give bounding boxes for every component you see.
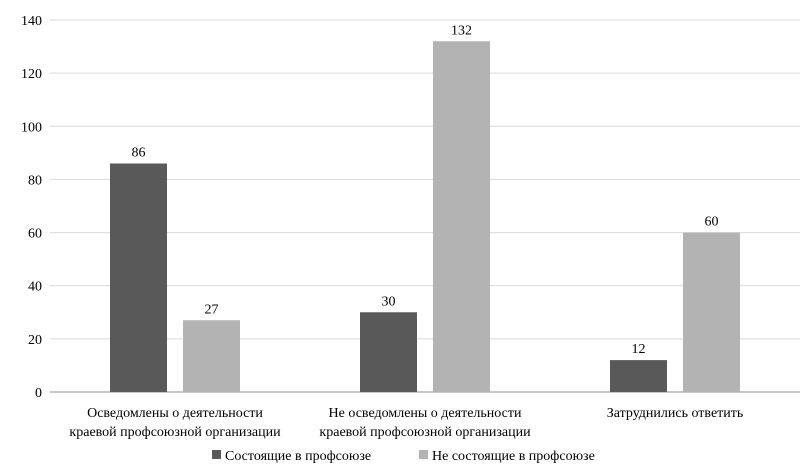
- x-axis: Осведомлены о деятельности краевой профсо…: [69, 406, 743, 440]
- y-tick-label: 120: [21, 67, 42, 82]
- data-label: 60: [705, 215, 719, 230]
- bar: [183, 320, 240, 392]
- data-label: 86: [132, 145, 146, 160]
- x-category-label: краевой профсоюзной организации: [69, 425, 281, 440]
- data-label: 132: [451, 23, 472, 38]
- y-tick-label: 20: [28, 333, 42, 348]
- gridlines: [50, 19, 800, 393]
- legend-label: Не состоящие в профсоюзе: [432, 449, 595, 464]
- y-tick-label: 100: [21, 120, 42, 135]
- bar: [683, 232, 740, 392]
- data-labels: 86 27 30 132 12 60: [132, 23, 719, 357]
- legend-swatch: [419, 450, 428, 459]
- x-category-label: Не осведомлены о деятельности: [329, 406, 522, 421]
- legend-swatch: [212, 450, 221, 459]
- y-tick-label: 140: [21, 14, 42, 29]
- data-label: 27: [205, 302, 219, 317]
- y-tick-label: 0: [35, 386, 42, 401]
- bar: [610, 360, 667, 392]
- x-category-label: краевой профсоюзной организации: [319, 425, 531, 440]
- legend: Состоящие в профсоюзе Не состоящие в проф…: [212, 449, 595, 464]
- bar: [110, 163, 167, 392]
- data-label: 12: [632, 342, 646, 357]
- data-label: 30: [382, 294, 396, 309]
- bar: [360, 312, 417, 392]
- bars: [110, 41, 740, 392]
- x-category-label: Затруднились ответить: [607, 406, 744, 421]
- y-tick-label: 60: [28, 227, 42, 242]
- legend-label: Состоящие в профсоюзе: [225, 449, 371, 464]
- y-tick-label: 40: [28, 280, 42, 295]
- y-axis: 0 20 40 60 80 100 120 140: [21, 14, 42, 401]
- bar: [433, 41, 490, 392]
- y-tick-label: 80: [28, 173, 42, 188]
- x-category-label: Осведомлены о деятельности: [87, 406, 263, 421]
